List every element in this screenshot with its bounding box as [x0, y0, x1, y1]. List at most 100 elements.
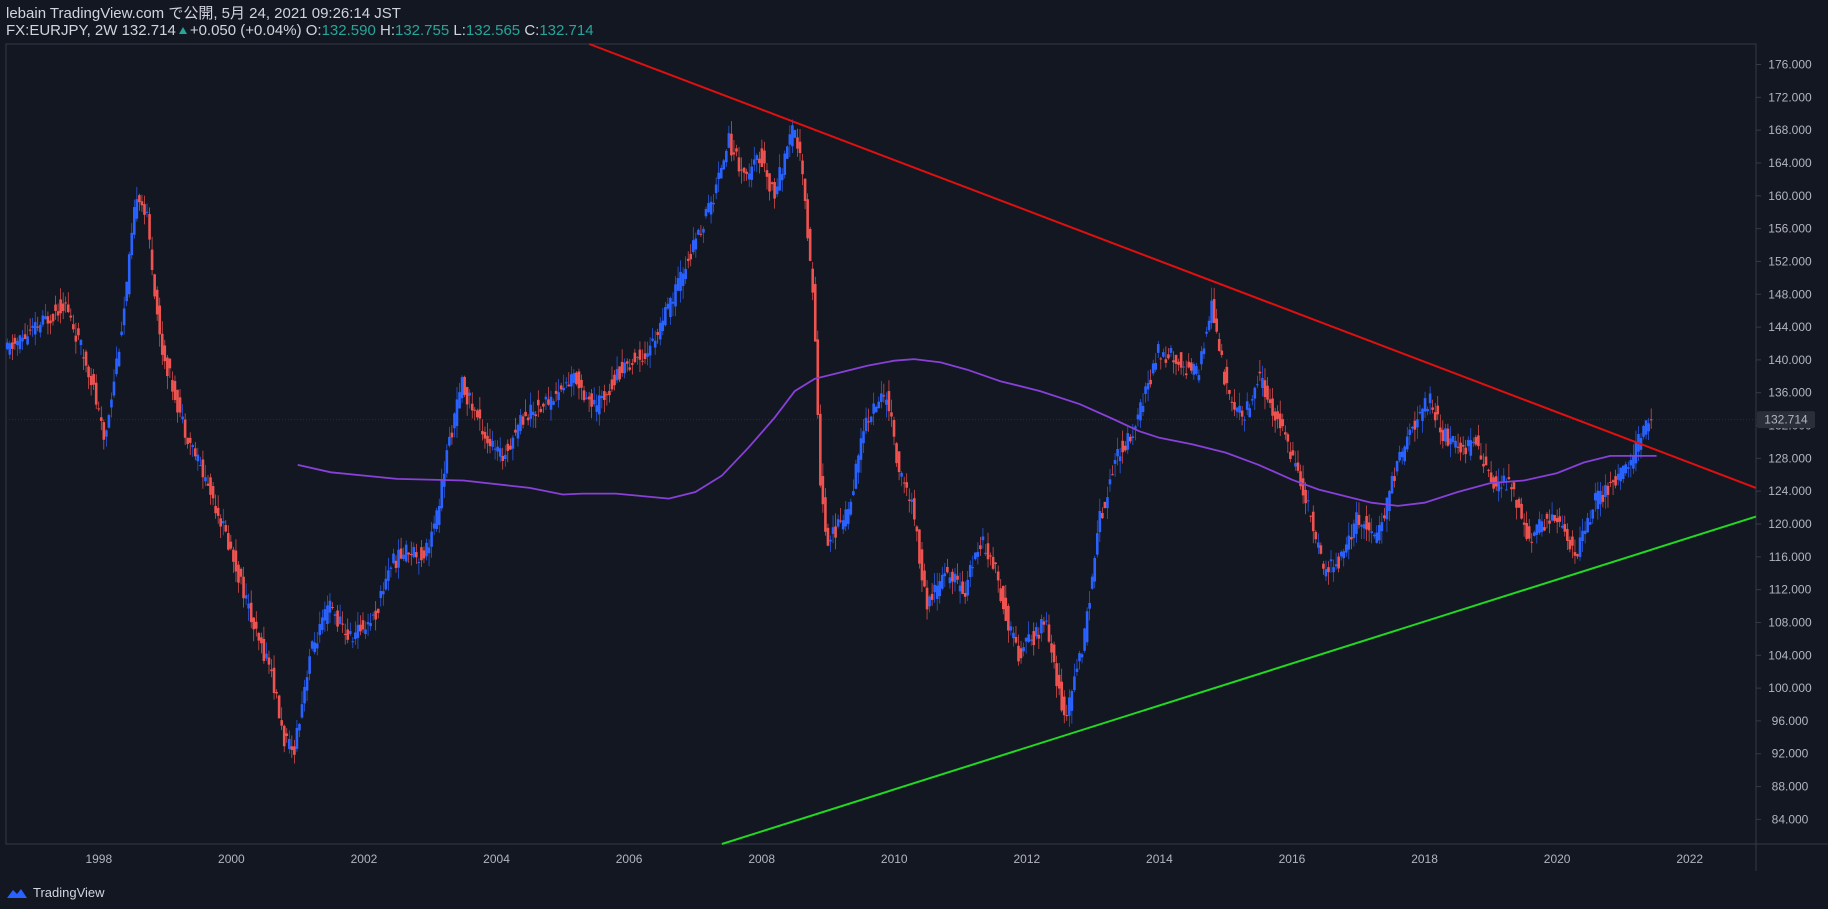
time-tick-label: 2006 [616, 852, 643, 866]
candle-body [554, 390, 558, 394]
candle-body [470, 403, 474, 411]
candle-body [1228, 389, 1231, 394]
candle-body [44, 316, 47, 320]
candle-body [1151, 363, 1155, 374]
candle-body [465, 387, 469, 405]
candle-body [1197, 375, 1201, 381]
candle-body [361, 620, 365, 630]
candle-body [923, 570, 926, 587]
candle-body [1289, 451, 1292, 460]
candle-body [199, 465, 202, 467]
candle-body [282, 725, 286, 747]
candle-body [1273, 411, 1277, 421]
candle-body [880, 393, 883, 402]
candle-body [864, 417, 868, 432]
time-axis[interactable]: 1998 2000 2002 2004 2006 2008 2010 2012 2014 2016… [85, 852, 1703, 866]
candle-body [1144, 386, 1147, 394]
candle-body [5, 342, 9, 349]
candle-body [1370, 531, 1373, 534]
candle-body [844, 509, 848, 527]
candle-body [534, 414, 538, 417]
candle-body [1324, 569, 1328, 577]
price-tick-label: 144.000 [1768, 320, 1812, 334]
candle-body [661, 320, 665, 332]
candle-body [1484, 456, 1488, 466]
candle-body [1367, 522, 1371, 531]
time-tick-label: 2000 [218, 852, 245, 866]
candle-body [1510, 487, 1513, 490]
candle-body [1070, 690, 1074, 711]
candle-body [1266, 385, 1269, 400]
candle-body [473, 409, 477, 411]
candle-body [1535, 524, 1539, 535]
candle-body [536, 399, 540, 406]
brand-name: TradingView [33, 885, 105, 900]
candle-body [102, 422, 106, 440]
candle-body [97, 408, 101, 410]
candle-body [486, 435, 489, 444]
candle-body [1365, 516, 1368, 530]
candle-body [996, 571, 1000, 581]
candle-body [1052, 644, 1056, 663]
brand-footer[interactable]: TradingView [6, 885, 105, 900]
time-tick-label: 2004 [483, 852, 510, 866]
candle-body [1334, 564, 1338, 567]
candle-body [1207, 320, 1211, 331]
candle-body [1192, 364, 1196, 375]
candle-body [773, 182, 776, 199]
candle-body [1108, 479, 1112, 485]
candle-body [933, 584, 936, 593]
candle-body [587, 396, 591, 400]
candle-body [1123, 445, 1127, 451]
candle-body [13, 337, 17, 344]
candle-body [689, 253, 693, 260]
candle-body [1357, 514, 1361, 525]
candle-body [1553, 514, 1556, 521]
candle-body [658, 322, 662, 340]
time-tick-label: 1998 [85, 852, 112, 866]
candle-body [956, 575, 959, 580]
candle-body [468, 392, 471, 396]
candle-body [905, 482, 909, 488]
candle-body [1042, 621, 1046, 625]
candle-body [1032, 631, 1036, 646]
candle-body [1276, 411, 1279, 419]
candle-body [1202, 348, 1206, 355]
candle-body [514, 429, 517, 433]
candle-body [417, 562, 421, 564]
candle-body [323, 609, 327, 621]
candle-body [326, 605, 329, 624]
candle-body [519, 414, 522, 432]
candle-body [1187, 361, 1191, 368]
candle-body [730, 133, 733, 156]
candle-body [1159, 358, 1163, 360]
candle-body [1045, 620, 1048, 622]
price-tick-label: 136.000 [1768, 386, 1812, 400]
candle-body [254, 621, 258, 629]
candle-body [1291, 450, 1295, 456]
candle-body [399, 548, 403, 559]
candle-body [1162, 352, 1165, 357]
candle-body [1634, 442, 1638, 464]
candle-body [318, 624, 322, 635]
candle-body [747, 173, 751, 180]
candle-body [610, 379, 614, 390]
candle-body [765, 170, 769, 177]
candle-body [166, 357, 169, 377]
candle-body [1451, 436, 1455, 443]
candle-body [409, 554, 413, 556]
candle-body [656, 332, 660, 336]
candle-body [1380, 522, 1384, 532]
candle-body [1174, 354, 1178, 364]
candle-body [702, 228, 705, 233]
candle-body [966, 579, 969, 596]
candle-body [1233, 402, 1236, 410]
candle-body [727, 133, 731, 148]
candle-body [1489, 472, 1493, 483]
candle-body [64, 302, 68, 304]
candle-body [8, 343, 12, 355]
candle-body [1212, 299, 1216, 324]
candle-body [742, 167, 746, 173]
price-axis[interactable]: 84.000 88.000 92.000 96.000 100.000 104.000 10… [1756, 58, 1812, 827]
